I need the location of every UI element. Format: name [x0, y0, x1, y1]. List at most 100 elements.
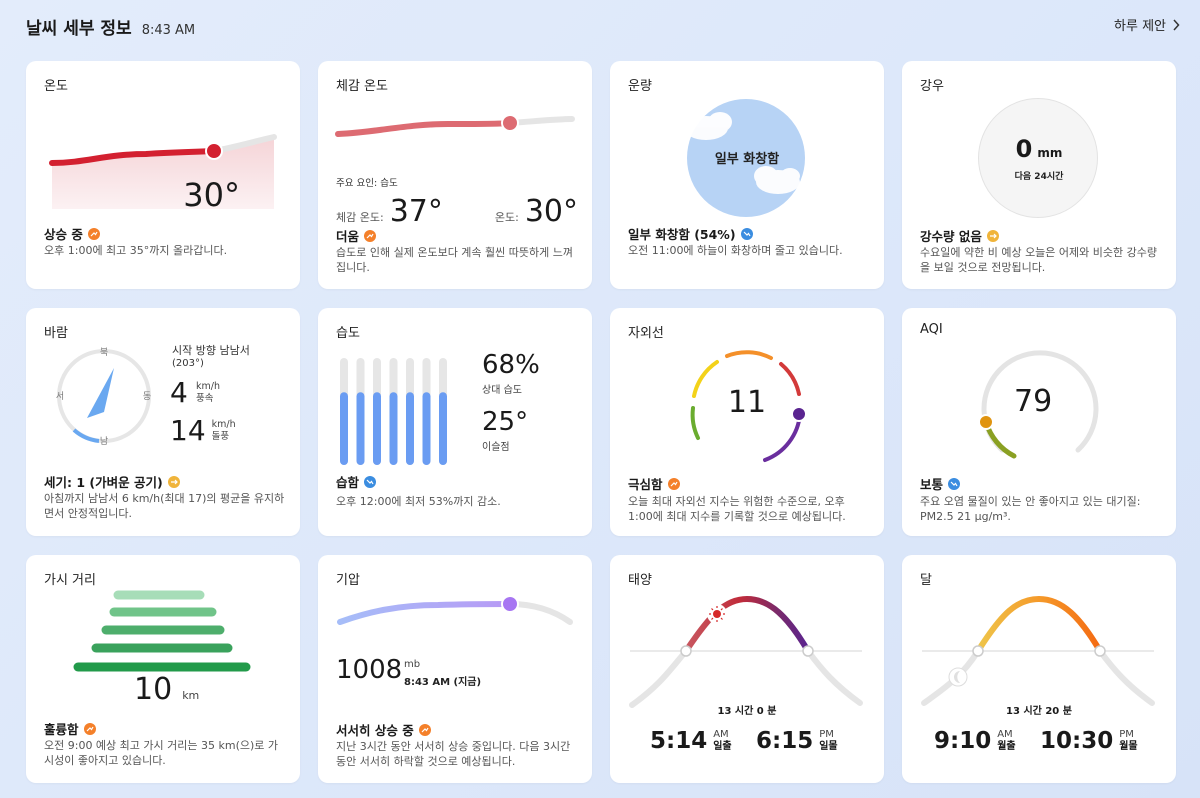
- daylight-duration: 13 시간 0 분: [717, 706, 777, 717]
- feels-like-card[interactable]: 체감 온도 주요 요인: 습도 체감 온도: 37° 온도: 30° 더움 습도…: [318, 61, 592, 289]
- status-label: 세기: 1 (가벼운 공기): [44, 475, 163, 490]
- status-label: 강수량 없음: [920, 229, 982, 244]
- sun-marker: [707, 604, 727, 624]
- feels-label: 체감 온도:: [336, 211, 384, 224]
- feels-like-marker: [501, 114, 519, 132]
- sun-path: [629, 595, 863, 708]
- cloud-cover-card[interactable]: 운량 일부 화창함 일부 화창함 (54%) 오전 11:00에 하늘이 화창하…: [610, 61, 884, 289]
- precip-desc: 수요일에 약한 비 예상 오늘은 어제와 비슷한 강수량을 보일 것으로 전망됩…: [920, 246, 1157, 274]
- status-label: 습함: [336, 475, 360, 490]
- humidity-status: 습함: [336, 472, 377, 491]
- wind-desc: 아침까지 남남서 6 km/h(최대 17)의 평균을 유지하면서 안정적입니다…: [44, 492, 285, 520]
- humidity-bar-fill: [340, 392, 348, 465]
- precip-period: 다음 24시간: [1014, 172, 1064, 182]
- card-title: 체감 온도: [336, 79, 388, 94]
- pressure-marker: [501, 595, 519, 613]
- visibility-desc: 오전 9:00 예상 최고 가시 거리는 35 km(으)로 가시성이 좋아지고…: [44, 739, 279, 767]
- humidity-bar-fill: [356, 392, 365, 465]
- temperature-status: 상승 중: [44, 224, 100, 243]
- uv-card[interactable]: 자외선 11 극심함 오늘 최대 자외선 지수는 위험한 수준으로, 오후 1:…: [610, 308, 884, 536]
- wind-compass: 북 동 남 서: [56, 347, 151, 446]
- actual-temp-row: 온도: 30°: [495, 194, 578, 229]
- card-title: 운량: [628, 79, 652, 94]
- humidity-bar-fill: [406, 392, 414, 465]
- trend-down-icon: [948, 477, 961, 490]
- moonset-time: 10:30: [1040, 728, 1114, 754]
- feels-value: 37°: [389, 194, 443, 229]
- humidity-bar-fill: [373, 392, 381, 465]
- wind-direction-degrees: (203°): [172, 358, 204, 369]
- wind-speed-row: 4 km/h 풍속: [170, 376, 220, 409]
- status-label: 상승 중: [44, 227, 83, 242]
- temp-value: 30°: [524, 194, 578, 229]
- humidity-bar-fill: [389, 392, 398, 465]
- humidity-card[interactable]: 습도 68% 상대 습도 25° 이슬점 습함 오후 12:00에 최저 53%…: [318, 308, 592, 536]
- pressure-card[interactable]: 기압 1008 mb 8:43 AM (지금) 서서히 상승 중 지난 3시간 …: [318, 555, 592, 783]
- moonrise-label: 월출: [997, 741, 1016, 752]
- aqi-value: 79: [1014, 384, 1053, 419]
- precipitation-card[interactable]: 강우 0 mm 다음 24시간 강수량 없음 수요일에 약한 비 예상 오늘은 …: [902, 61, 1176, 289]
- humidity-value: 68%: [482, 350, 540, 380]
- wind-gust-unit: km/h: [211, 418, 236, 430]
- day-suggestion-link[interactable]: 하루 제안: [1114, 15, 1180, 34]
- feels-like-factor: 주요 요인: 습도: [336, 178, 398, 189]
- wind-gust-label: 돌풍: [211, 430, 230, 442]
- weather-cards-grid: 온도 30° 상승 중 오후 1:00에 최고 35°까지 올라갑니다. 체감 …: [26, 61, 1176, 783]
- cloud-status: 일부 화창함 (54%): [628, 224, 753, 243]
- status-label: 훌륭함: [44, 722, 79, 737]
- uv-marker: [791, 406, 807, 422]
- moon-path: [921, 595, 1155, 706]
- wind-gust-row: 14 km/h 돌풍: [170, 414, 236, 447]
- precip-unit: mm: [1037, 146, 1063, 160]
- header: 날씨 세부 정보 8:43 AM: [26, 14, 195, 40]
- wind-gust-value: 14: [170, 414, 206, 447]
- pressure-unit: mb: [404, 659, 421, 670]
- chevron-right-icon: [1173, 18, 1180, 31]
- card-title: 온도: [44, 79, 68, 94]
- wind-card[interactable]: 바람 북 동 남 서 시작 방향 남남서 (203°) 4 km/h 풍속 14…: [26, 308, 300, 536]
- card-title: 강우: [920, 79, 944, 94]
- wind-speed-unit: km/h: [196, 380, 220, 392]
- sunrise-ampm: AM: [713, 729, 729, 740]
- humidity-bar-fill: [439, 392, 447, 465]
- card-title: 기압: [336, 573, 360, 588]
- sunset-block: 6:15 PM 일몰: [756, 728, 838, 754]
- visibility-card[interactable]: 가시 거리 10 km 훌륭함 오전 9:00 예상 최고 가시 거리는 35 …: [26, 555, 300, 783]
- moonrise-time: 9:10: [934, 728, 992, 754]
- status-label: 더움: [336, 229, 360, 244]
- moon-card[interactable]: 달 13 시간 20 분 9:10 AM 월출 10:30 PM: [902, 555, 1176, 783]
- compass-west: 서: [56, 391, 64, 402]
- sun-card[interactable]: 태양 13 시간 0 분 5:14 AM 일출 6:15: [610, 555, 884, 783]
- uv-gauge: [690, 350, 807, 462]
- temperature-card[interactable]: 온도 30° 상승 중 오후 1:00에 최고 35°까지 올라갑니다.: [26, 61, 300, 289]
- moonset-ampm: PM: [1119, 729, 1134, 740]
- day-suggestion-label: 하루 제안: [1114, 19, 1166, 34]
- compass-north: 북: [100, 347, 108, 358]
- dew-point-label: 이슬점: [482, 442, 510, 453]
- trend-up-icon: [418, 723, 431, 736]
- aqi-status: 보통: [920, 474, 961, 493]
- trend-up-icon: [364, 229, 377, 242]
- card-title: 달: [920, 573, 932, 588]
- visibility-value-row: 10 km: [134, 672, 199, 707]
- card-title: 습도: [336, 326, 360, 341]
- sunrise-block: 5:14 AM 일출: [650, 728, 732, 754]
- sunset-ampm: PM: [819, 729, 834, 740]
- trend-down-icon: [740, 227, 753, 240]
- status-label: 일부 화창함 (54%): [628, 227, 736, 242]
- moonset-block: 10:30 PM 월몰: [1040, 728, 1138, 754]
- status-label: 서서히 상승 중: [336, 723, 414, 738]
- wind-direction-text: 시작 방향 남남서: [172, 344, 250, 357]
- aqi-card[interactable]: AQI 79 보통 주요 오염 물질이 있는 안 좋아지고 있는 대기질: PM…: [902, 308, 1176, 536]
- wind-status: 세기: 1 (가벼운 공기): [44, 472, 180, 491]
- card-title: 자외선: [628, 326, 664, 341]
- sunrise-time: 5:14: [650, 728, 708, 754]
- pressure-time: 8:43 AM (지금): [404, 677, 482, 688]
- trend-up-icon: [83, 722, 96, 735]
- compass-east: 동: [143, 391, 151, 402]
- cloud-cover-center-label: 일부 화창함: [714, 152, 780, 167]
- feels-like-status: 더움: [336, 226, 377, 245]
- cloud-desc: 오전 11:00에 하늘이 화창하며 줄고 있습니다.: [628, 244, 843, 257]
- card-title: 가시 거리: [44, 573, 96, 588]
- feels-like-curve: [335, 114, 575, 137]
